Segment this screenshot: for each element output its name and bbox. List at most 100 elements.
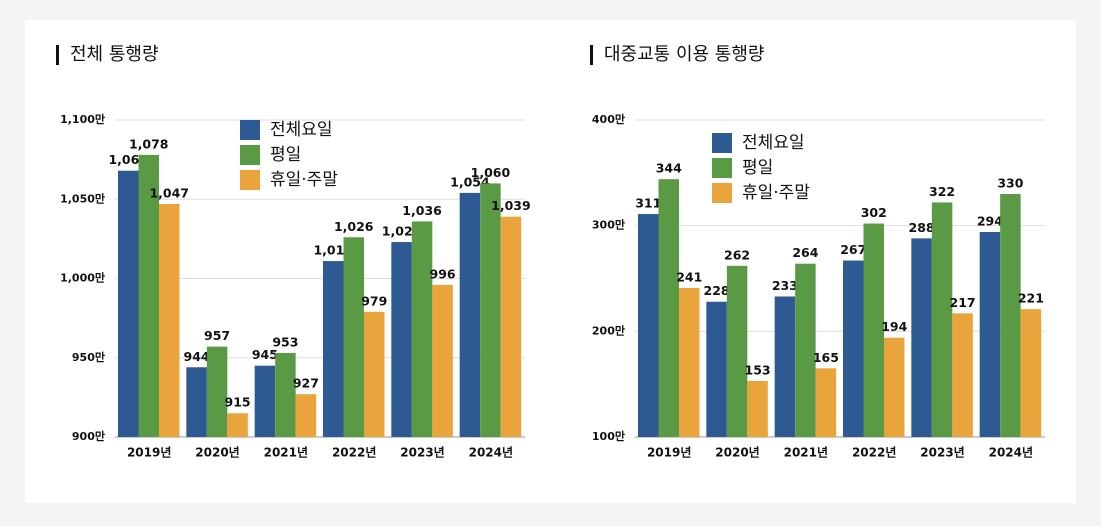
bar <box>295 394 317 437</box>
x-tick-label: 2020년 <box>195 446 239 460</box>
data-label: 330 <box>997 175 1023 190</box>
legend-swatch <box>240 120 260 140</box>
data-label: 953 <box>272 334 298 349</box>
bar <box>186 367 207 437</box>
legend-label: 전체요일 <box>742 133 805 153</box>
bar <box>323 261 344 437</box>
y-tick-label: 1,100만 <box>60 112 105 126</box>
bar <box>638 214 659 437</box>
data-label: 1,026 <box>334 219 374 234</box>
data-label: 944 <box>184 349 210 364</box>
legend-label: 평일 <box>742 158 773 178</box>
y-tick-label: 200만 <box>592 323 625 337</box>
legend-swatch <box>240 170 260 190</box>
x-tick-label: 2021년 <box>784 446 828 460</box>
bar <box>1020 309 1042 437</box>
bar <box>138 154 159 437</box>
data-label: 979 <box>361 293 387 308</box>
y-tick-label: 100만 <box>592 429 625 443</box>
bar <box>227 413 248 437</box>
bar <box>159 204 180 437</box>
data-label: 264 <box>792 245 818 260</box>
title-marker <box>56 45 59 65</box>
x-tick-label: 2023년 <box>920 446 964 460</box>
title-marker <box>590 45 593 65</box>
data-label: 262 <box>724 247 750 262</box>
data-label: 228 <box>704 283 730 298</box>
bar <box>726 265 748 437</box>
data-label: 294 <box>977 214 1003 229</box>
bar <box>795 263 816 437</box>
bar <box>343 237 364 437</box>
data-label: 221 <box>1018 291 1044 306</box>
bar <box>774 296 796 437</box>
data-label: 957 <box>204 328 230 343</box>
legend-swatch <box>712 158 732 178</box>
bar <box>275 352 296 437</box>
bar <box>432 284 453 437</box>
data-label: 1,039 <box>491 198 531 213</box>
legend-label: 휴일·주말 <box>742 183 810 203</box>
data-label: 194 <box>881 319 907 334</box>
data-label: 288 <box>909 220 935 235</box>
legend-label: 전체요일 <box>270 120 333 140</box>
x-tick-label: 2023년 <box>400 446 444 460</box>
chart-title: 대중교통 이용 통행량 <box>604 44 764 65</box>
x-tick-label: 2019년 <box>647 446 691 460</box>
data-label: 344 <box>656 161 682 176</box>
data-label: 322 <box>929 184 955 199</box>
bar <box>863 223 884 437</box>
bar <box>500 216 522 437</box>
bar <box>884 337 905 437</box>
y-tick-label: 400만 <box>592 112 625 126</box>
legend-label: 휴일·주말 <box>270 170 338 190</box>
data-label: 241 <box>676 270 702 285</box>
data-label: 1,060 <box>471 165 511 180</box>
bar <box>391 242 412 437</box>
bar <box>480 183 501 437</box>
bar <box>706 301 727 437</box>
data-label: 165 <box>813 350 839 365</box>
bar <box>679 288 700 437</box>
data-label: 1,054 <box>450 174 490 189</box>
x-tick-label: 2021년 <box>264 446 308 460</box>
data-label: 302 <box>861 205 887 220</box>
data-label: 267 <box>840 242 866 257</box>
bar <box>931 202 953 437</box>
data-label: 233 <box>772 278 798 293</box>
legend-swatch <box>240 145 260 165</box>
bar <box>911 238 932 437</box>
x-tick-label: 2024년 <box>989 446 1033 460</box>
x-tick-label: 2022년 <box>332 446 376 460</box>
data-label: 945 <box>252 347 278 362</box>
data-label: 1,047 <box>149 186 189 201</box>
data-label: 153 <box>745 362 771 377</box>
y-tick-label: 1,000만 <box>60 271 105 285</box>
data-label: 927 <box>293 376 319 391</box>
bar <box>364 311 385 437</box>
legend-swatch <box>712 183 732 203</box>
data-label: 1,023 <box>382 224 422 239</box>
x-tick-label: 2024년 <box>469 446 513 460</box>
bar <box>206 346 228 437</box>
bar <box>1000 193 1021 437</box>
data-label: 915 <box>225 395 251 410</box>
data-label: 1,011 <box>313 243 353 258</box>
data-label: 217 <box>950 295 976 310</box>
data-label: 996 <box>430 266 456 281</box>
y-tick-label: 1,050만 <box>60 191 105 205</box>
legend-label: 평일 <box>270 145 301 165</box>
x-tick-label: 2019년 <box>127 446 171 460</box>
bar <box>658 179 679 437</box>
bar <box>843 260 864 437</box>
y-tick-label: 300만 <box>592 218 625 232</box>
data-label: 1,036 <box>402 203 442 218</box>
y-tick-label: 950만 <box>72 350 105 364</box>
bar <box>815 368 837 437</box>
bar <box>118 170 139 437</box>
legend-swatch <box>712 133 732 153</box>
bar <box>979 232 1001 437</box>
data-label: 311 <box>635 196 661 211</box>
bar <box>747 380 768 437</box>
